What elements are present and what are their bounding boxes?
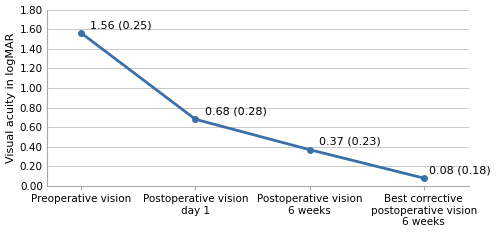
- Text: 0.68 (0.28): 0.68 (0.28): [204, 106, 266, 116]
- Text: 0.37 (0.23): 0.37 (0.23): [318, 137, 380, 147]
- Text: 1.56 (0.25): 1.56 (0.25): [90, 20, 152, 30]
- Y-axis label: Visual acuity in logMAR: Visual acuity in logMAR: [6, 33, 16, 163]
- Text: 0.08 (0.18): 0.08 (0.18): [430, 165, 491, 175]
